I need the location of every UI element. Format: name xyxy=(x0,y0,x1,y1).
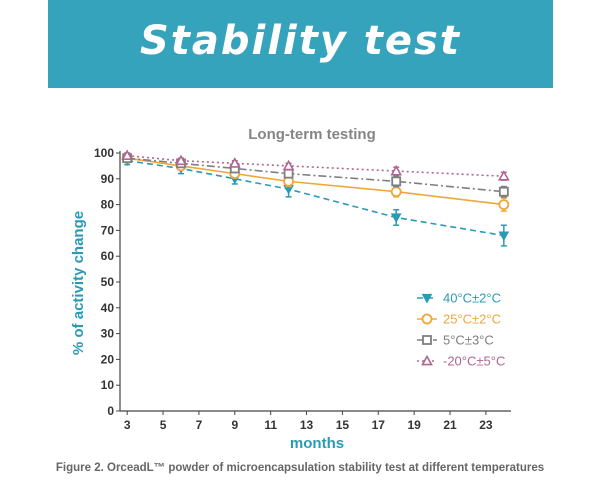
data-point xyxy=(391,176,402,187)
legend-label: 25°C±2°C xyxy=(443,312,501,327)
series-line xyxy=(127,157,504,206)
data-point xyxy=(390,164,403,176)
series-line xyxy=(127,154,504,178)
x-tick-label: 23 xyxy=(479,418,493,432)
figure-caption: Figure 2. OrceadL™ powder of microencaps… xyxy=(55,462,545,474)
data-point xyxy=(498,199,510,211)
y-tick-label: 30 xyxy=(101,327,115,341)
legend-item: -20°C±5°C xyxy=(417,354,505,369)
y-tick-label: 40 xyxy=(101,301,115,315)
data-point xyxy=(498,186,509,197)
x-tick-label: 17 xyxy=(372,418,386,432)
series-group xyxy=(121,149,510,181)
series-line xyxy=(127,159,504,237)
x-tick-label: 5 xyxy=(160,418,167,432)
legend-marker xyxy=(421,313,433,325)
x-tick-label: 3 xyxy=(124,418,131,432)
y-tick-label: 80 xyxy=(101,198,115,212)
data-point xyxy=(282,159,295,171)
data-point xyxy=(175,154,187,166)
x-tick-label: 15 xyxy=(336,418,350,432)
chart-axes: 0 10 20 30 40 50 60 70 80 90 100 3 5 7 9 11 13 15 17 19 21 23 xyxy=(94,146,511,432)
data-point xyxy=(390,213,402,224)
y-tick-label: 70 xyxy=(101,223,115,237)
legend-label: 5°C±3°C xyxy=(443,333,494,348)
y-tick-label: 20 xyxy=(101,352,115,366)
chart-legend: 40°C±2°C 25°C±2°C 5°C±3°C -20°C±5°C xyxy=(417,291,505,369)
legend-marker xyxy=(422,335,432,345)
data-point xyxy=(497,170,510,181)
legend-item: 40°C±2°C xyxy=(417,291,501,306)
data-point xyxy=(121,149,134,160)
legend-label: -20°C±5°C xyxy=(443,354,505,369)
data-point xyxy=(498,231,510,242)
chart-series xyxy=(121,149,510,247)
chart-title: Long-term testing xyxy=(248,126,376,143)
y-tick-label: 0 xyxy=(107,404,114,418)
x-axis-title: months xyxy=(290,435,344,452)
y-tick-label: 60 xyxy=(101,249,115,263)
legend-marker xyxy=(421,293,433,304)
y-axis-title: % of activity change xyxy=(70,211,87,355)
y-tick-label: 50 xyxy=(101,275,115,289)
series-group xyxy=(121,152,510,212)
x-tick-label: 7 xyxy=(196,418,203,432)
title-banner: Stability test xyxy=(48,0,553,88)
data-point xyxy=(283,168,294,179)
legend-label: 40°C±2°C xyxy=(443,291,501,306)
legend-item: 5°C±3°C xyxy=(417,333,494,348)
data-point xyxy=(390,186,402,198)
legend-marker xyxy=(421,354,433,366)
x-tick-label: 11 xyxy=(264,418,277,432)
x-tick-label: 21 xyxy=(443,418,457,432)
legend-item: 25°C±2°C xyxy=(417,312,501,327)
data-point xyxy=(228,157,241,168)
page-title: Stability test xyxy=(140,18,461,64)
y-tick-label: 90 xyxy=(101,172,115,186)
y-tick-label: 10 xyxy=(101,378,115,392)
x-tick-label: 9 xyxy=(231,418,238,432)
series-line xyxy=(127,157,504,193)
x-tick-label: 13 xyxy=(300,418,314,432)
y-tick-label: 100 xyxy=(94,146,114,160)
x-tick-label: 19 xyxy=(407,418,421,432)
